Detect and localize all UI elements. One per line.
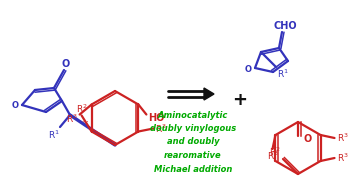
Text: R$^1$: R$^1$ xyxy=(277,68,289,80)
Text: O: O xyxy=(11,101,18,111)
Text: O: O xyxy=(304,134,312,144)
Text: Michael addition: Michael addition xyxy=(154,164,232,174)
Text: R$^3$: R$^3$ xyxy=(155,122,167,135)
Text: R$^3$: R$^3$ xyxy=(66,112,77,125)
Text: Aminocatalytic: Aminocatalytic xyxy=(158,111,228,119)
Text: and doubly: and doubly xyxy=(167,138,219,146)
Text: O: O xyxy=(245,66,251,74)
Text: R$^1$: R$^1$ xyxy=(48,129,60,141)
Text: R$^3$: R$^3$ xyxy=(337,132,348,144)
Text: doubly vinylogous: doubly vinylogous xyxy=(150,124,236,133)
Text: · · ·: · · · xyxy=(82,119,93,125)
Polygon shape xyxy=(204,88,214,100)
Text: R$^2$: R$^2$ xyxy=(76,102,87,115)
Text: CHO: CHO xyxy=(273,21,297,31)
Text: O: O xyxy=(62,59,70,69)
Text: HO: HO xyxy=(148,114,165,123)
Text: R$^2$: R$^2$ xyxy=(269,146,281,158)
Text: R$^3$: R$^3$ xyxy=(267,150,278,162)
Text: rearomative: rearomative xyxy=(164,151,222,160)
Text: R$^3$: R$^3$ xyxy=(337,152,348,164)
Text: +: + xyxy=(233,91,247,109)
